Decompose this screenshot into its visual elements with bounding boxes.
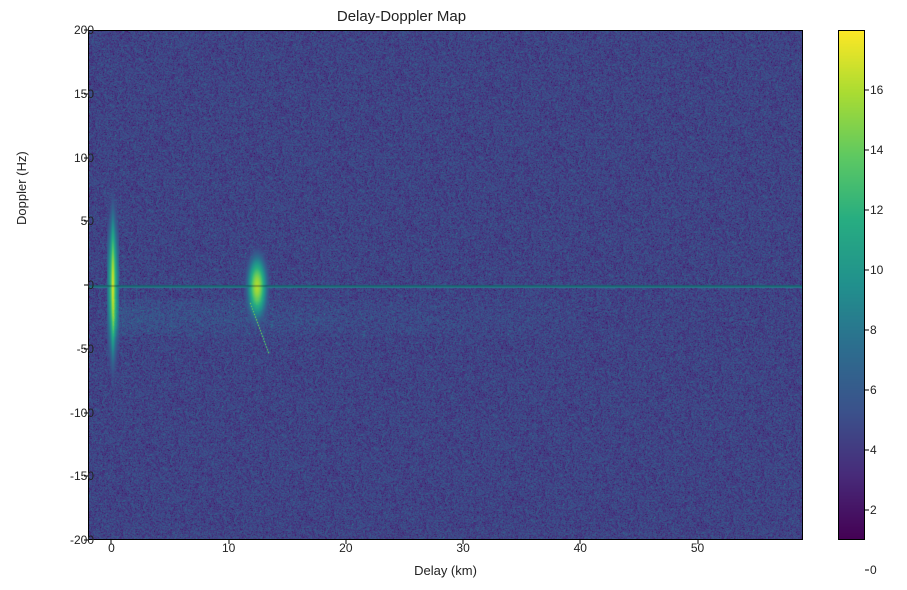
colorbar-container[interactable]: 0 2 4 6 8 10 12 14 16: [838, 30, 865, 540]
x-axis-tick-label-10: 10: [214, 541, 244, 555]
x-axis-tick-label-20: 20: [331, 541, 361, 555]
x-axis-label: Delay (km): [88, 563, 803, 578]
y-axis-tick-label-0: 0: [54, 278, 94, 292]
colorbar-tick-mark: [865, 390, 869, 391]
colorbar-tick-mark: [865, 330, 869, 331]
x-axis-tick-label-0: 0: [96, 541, 126, 555]
colorbar-tick-label-2: 2: [870, 503, 877, 517]
colorbar-tick-label-4: 4: [870, 443, 877, 457]
colorbar-tick-mark: [865, 510, 869, 511]
colorbar-gradient: [838, 30, 865, 540]
colorbar-tick-mark: [865, 210, 869, 211]
y-axis-tick-label-200: 200: [54, 23, 94, 37]
x-axis-tick-label-30: 30: [448, 541, 478, 555]
colorbar-tick-mark: [865, 570, 869, 571]
colorbar-tick-label-16: 16: [870, 83, 883, 97]
y-axis-tick-label--50: -50: [54, 342, 94, 356]
heatmap-plot-area[interactable]: [88, 30, 803, 540]
y-axis-tick-label--100: -100: [54, 406, 94, 420]
delay-doppler-map-root: Delay-Doppler Map Doppler (Hz) Delay (km…: [0, 0, 907, 590]
y-axis-tick-label--150: -150: [54, 469, 94, 483]
x-axis-tick-label-40: 40: [565, 541, 595, 555]
x-axis-tick-label-50: 50: [683, 541, 713, 555]
y-axis-tick-label-100: 100: [54, 151, 94, 165]
colorbar-tick-label-6: 6: [870, 383, 877, 397]
colorbar-tick-mark: [865, 90, 869, 91]
colorbar-tick-mark: [865, 450, 869, 451]
colorbar-tick-label-8: 8: [870, 323, 877, 337]
colorbar-tick-mark: [865, 150, 869, 151]
colorbar-tick-mark: [865, 270, 869, 271]
chart-title: Delay-Doppler Map: [0, 8, 803, 25]
colorbar-tick-label-0: 0: [870, 563, 877, 577]
y-axis-tick-label-150: 150: [54, 87, 94, 101]
colorbar-tick-label-12: 12: [870, 203, 883, 217]
colorbar-tick-label-10: 10: [870, 263, 883, 277]
y-axis-tick-label--200: -200: [54, 533, 94, 547]
y-axis-tick-label-50: 50: [54, 214, 94, 228]
y-axis-label: Doppler (Hz): [14, 151, 29, 225]
delay-doppler-heatmap[interactable]: [89, 31, 803, 540]
colorbar-tick-label-14: 14: [870, 143, 883, 157]
